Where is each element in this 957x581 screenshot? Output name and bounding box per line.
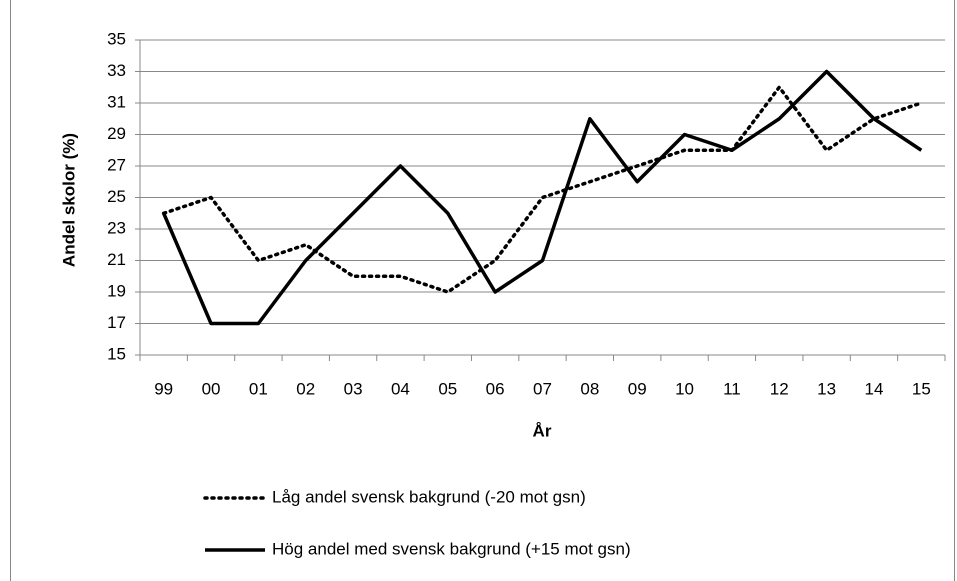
x-tick-label: 04	[391, 379, 410, 398]
x-tick-label: 12	[770, 379, 789, 398]
y-tick-label: 17	[107, 313, 126, 332]
y-tick-label: 15	[107, 344, 126, 363]
x-tick-label: 03	[344, 379, 363, 398]
y-tick-label: 35	[107, 29, 126, 48]
y-tick-label: 27	[107, 155, 126, 174]
x-tick-label: 05	[438, 379, 457, 398]
y-tick-label: 33	[107, 61, 126, 80]
x-tick-label: 07	[533, 379, 552, 398]
x-tick-label: 10	[675, 379, 694, 398]
x-tick-label: 99	[154, 379, 173, 398]
x-tick-label: 09	[628, 379, 647, 398]
x-axis-title: År	[533, 421, 552, 440]
x-tick-label: 14	[865, 379, 884, 398]
x-tick-label: 06	[486, 379, 505, 398]
y-tick-label: 31	[107, 92, 126, 111]
y-tick-label: 29	[107, 124, 126, 143]
x-tick-label: 15	[912, 379, 931, 398]
series-line	[161, 85, 924, 294]
legend-label: Låg andel svensk bakgrund (-20 mot gsn)	[272, 487, 586, 506]
x-tick-label: 02	[296, 379, 315, 398]
y-tick-label: 23	[107, 218, 126, 237]
x-tick-label: 00	[202, 379, 221, 398]
x-tick-label: 11	[723, 379, 741, 398]
y-tick-label: 19	[107, 281, 126, 300]
y-axis-title: Andel skolor (%)	[59, 133, 78, 267]
x-tick-label: 01	[249, 379, 268, 398]
legend-label: Hög andel med svensk bakgrund (+15 mot g…	[272, 539, 631, 558]
y-tick-label: 25	[107, 187, 126, 206]
x-tick-label: 13	[817, 379, 836, 398]
series-line	[162, 69, 923, 326]
x-tick-label: 08	[580, 379, 599, 398]
y-tick-label: 21	[107, 250, 126, 269]
chart-frame	[10, 0, 955, 581]
